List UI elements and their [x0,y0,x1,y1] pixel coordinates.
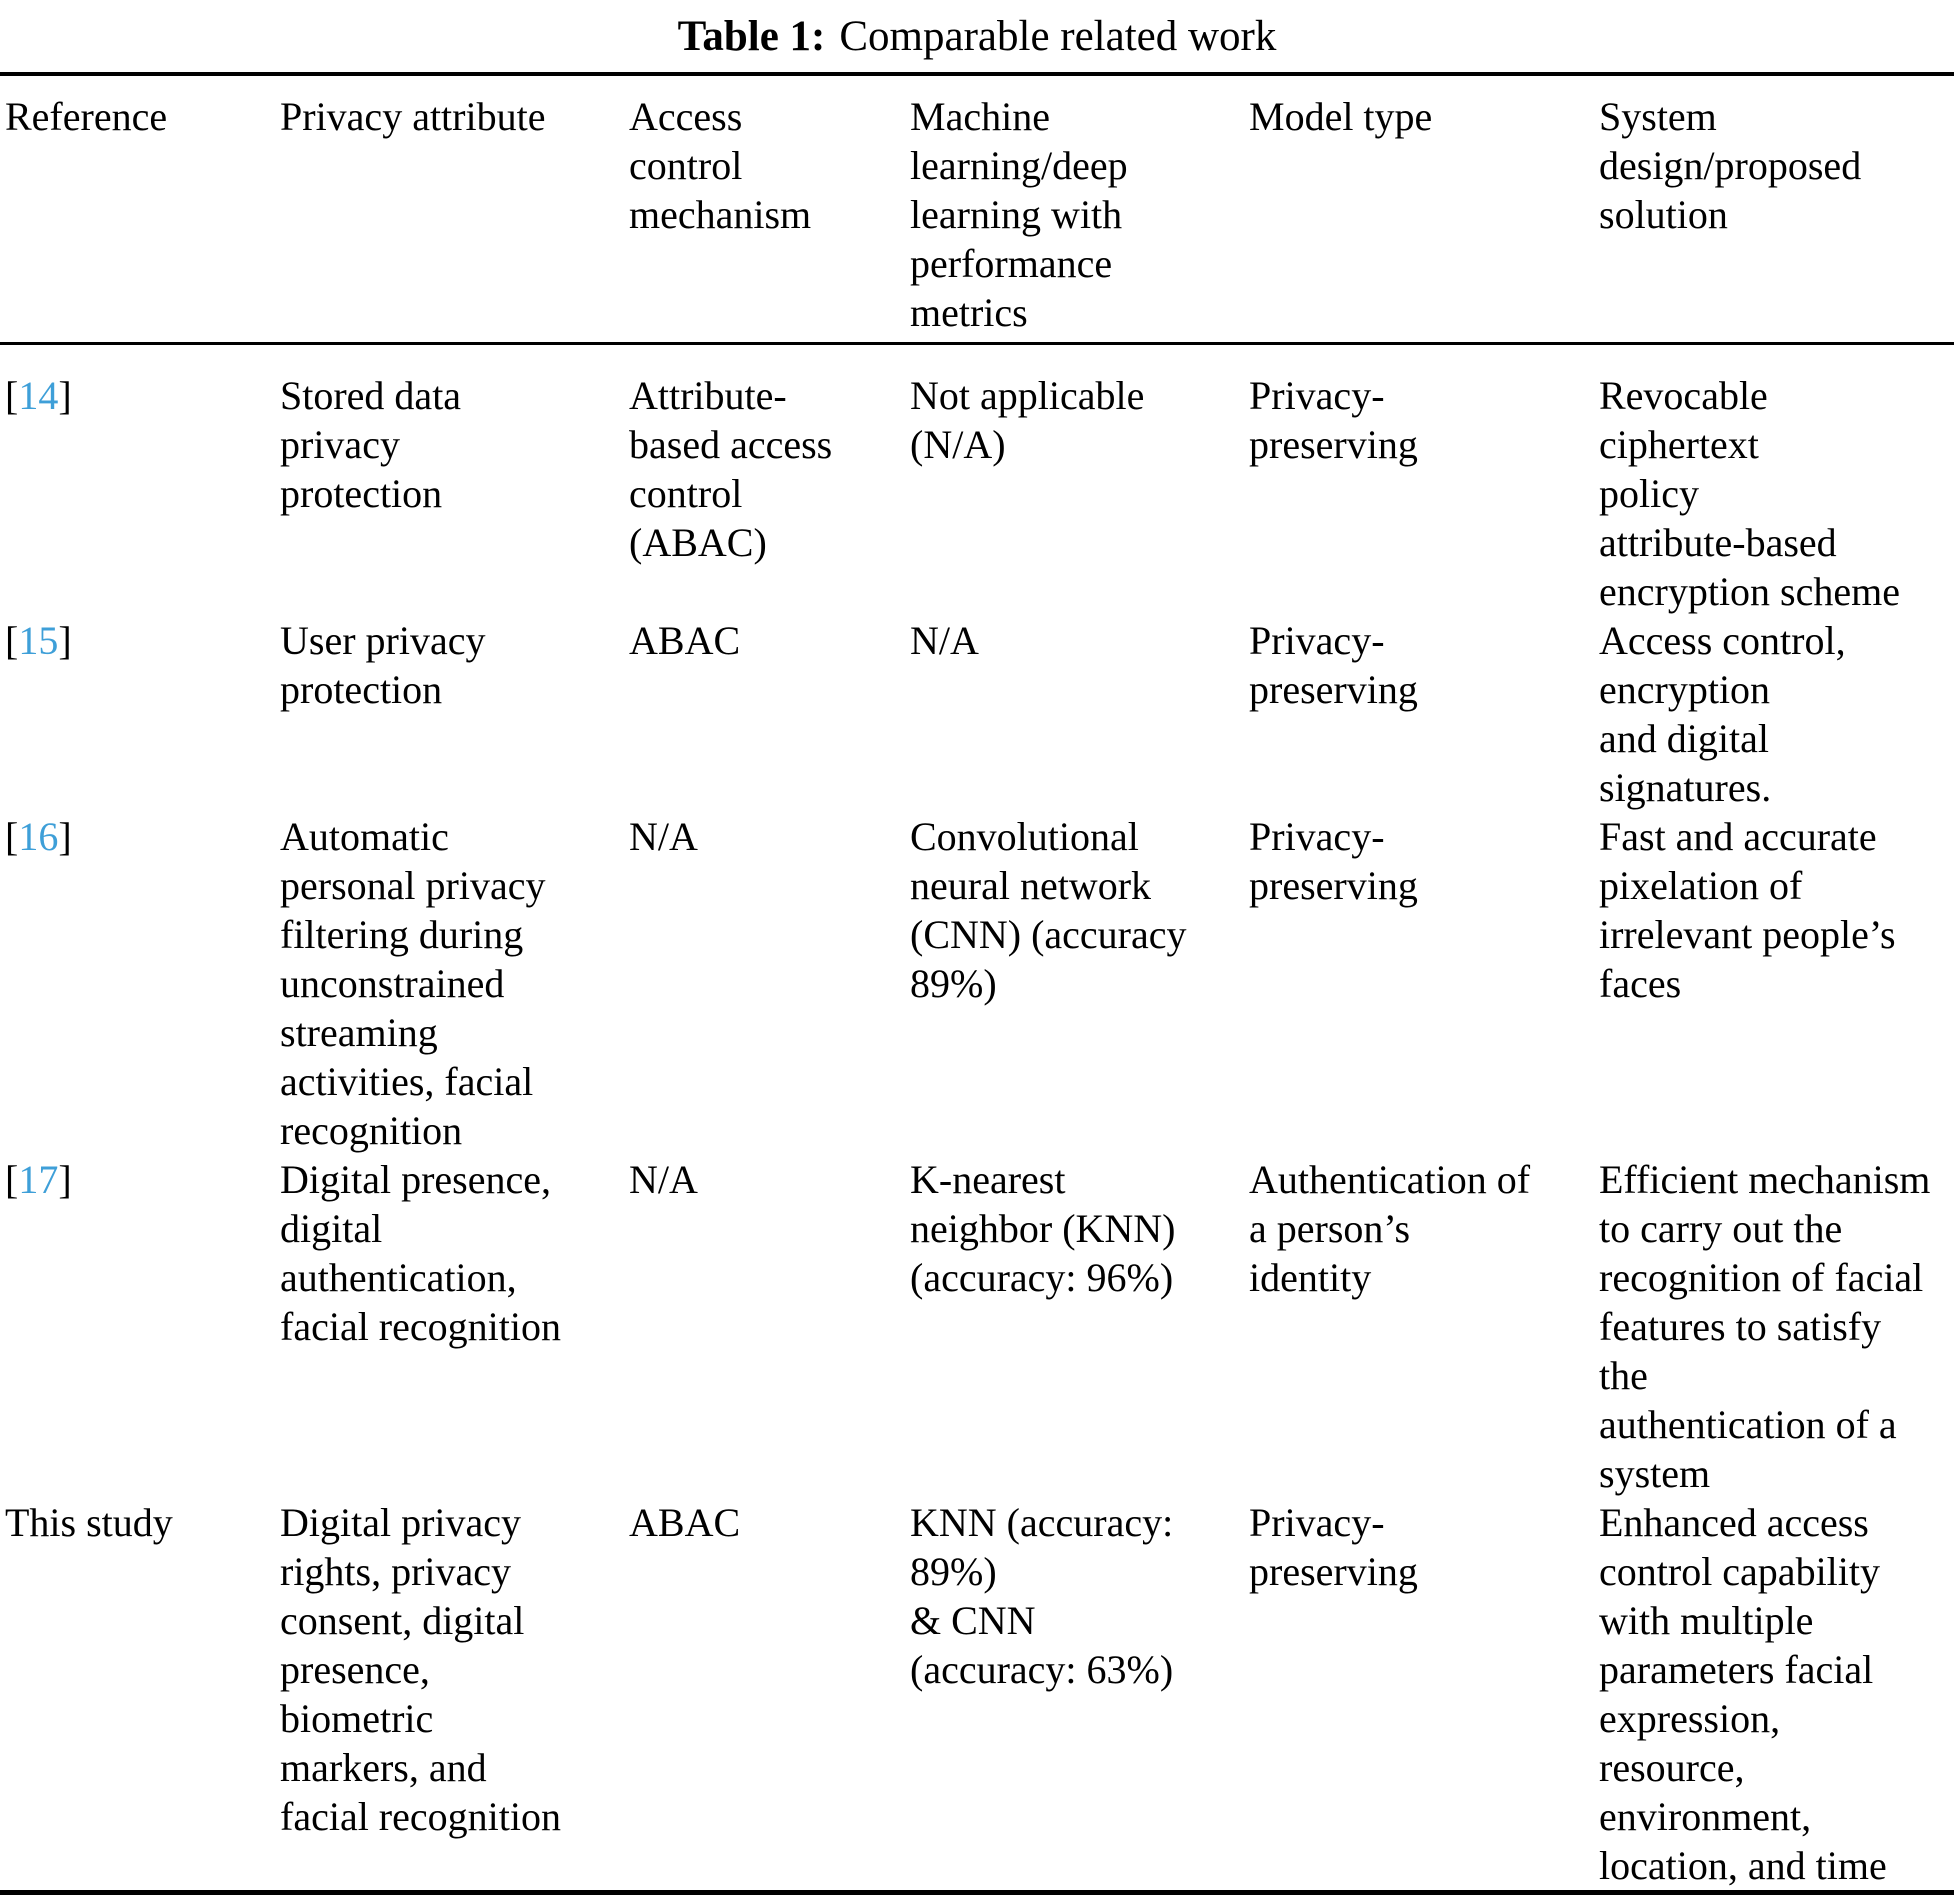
header-row: Reference Privacy attribute Access contr… [0,74,1954,345]
cell-access-control: N/A [629,814,698,859]
cell-privacy-attribute: Digital privacy rights, privacy consent,… [280,1500,561,1839]
table-row-ref14: [14] Stored data privacy protection Attr… [0,344,1954,617]
cell-model-type: Privacy- preserving [1249,1500,1418,1594]
cell-model-type: Privacy- preserving [1249,618,1418,712]
column-header-ml-dl: Machine learning/deep learning with perf… [910,74,1249,345]
table-caption-label: Table 1: [677,13,826,60]
cell-privacy-attribute: Stored data privacy protection [280,373,462,516]
cell-model-type: Authentication of a person’s identity [1249,1157,1531,1300]
ref-bracket-open: [ [5,373,19,418]
cell-reference: This study [0,1498,280,1893]
cell-ml-dl: KNN (accuracy: 89%) & CNN (accuracy: 63%… [910,1500,1174,1692]
cell-system-design: Efficient mechanism to carry out the rec… [1599,1157,1931,1496]
cell-system-design: Fast and accurate pixelation of irreleva… [1599,814,1896,1006]
cell-model-type: Privacy- preserving [1249,373,1418,467]
column-header-access-control: Access control mechanism [629,74,910,345]
related-work-table: Reference Privacy attribute Access contr… [0,72,1954,1895]
ref-bracket-close: ] [58,373,72,418]
cell-model-type: Privacy- preserving [1249,814,1418,908]
table-row-ref16: [16] Automatic personal privacy filterin… [0,812,1954,1155]
cell-access-control: Attribute- based access control (ABAC) [629,373,833,565]
cell-reference: [14] [0,344,280,617]
column-header-privacy-attribute: Privacy attribute [280,74,629,345]
cell-access-control: N/A [629,1157,698,1202]
table-row-this-study: This study Digital privacy rights, priva… [0,1498,1954,1893]
column-header-model-type: Model type [1249,74,1599,345]
cell-access-control: ABAC [629,1500,741,1545]
cell-ml-dl: Not applicable (N/A) [910,373,1145,467]
this-study-label: This study [5,1500,173,1545]
cell-ml-dl: Convolutional neural network (CNN) (accu… [910,814,1187,1006]
cell-system-design: Enhanced access control capability with … [1599,1500,1887,1888]
cell-ml-dl: K-nearest neighbor (KNN) (accuracy: 96%) [910,1157,1176,1300]
column-header-reference: Reference [0,74,280,345]
cell-privacy-attribute: Digital presence, digital authentication… [280,1157,561,1349]
cell-system-design: Access control, encryption and digital s… [1599,618,1846,810]
cell-reference: [16] [0,812,280,1155]
citation-link-14[interactable]: 14 [18,373,59,418]
cell-ml-dl: N/A [910,618,979,663]
citation-link-17[interactable]: 17 [18,1157,59,1202]
table-caption: Table 1: Comparable related work [0,0,1954,72]
cell-reference: [15] [0,616,280,812]
cell-privacy-attribute: User privacy protection [280,618,486,712]
cell-access-control: ABAC [629,618,741,663]
table-row-ref17: [17] Digital presence, digital authentic… [0,1155,1954,1498]
cell-reference: [17] [0,1155,280,1498]
ref-bracket-close: ] [58,1157,72,1202]
ref-bracket-open: [ [5,814,19,859]
column-header-system-design: System design/proposed solution [1599,74,1954,345]
cell-system-design: Revocable ciphertext policy attribute-ba… [1599,373,1900,614]
ref-bracket-open: [ [5,618,19,663]
cell-privacy-attribute: Automatic personal privacy filtering dur… [280,814,546,1153]
ref-bracket-open: [ [5,1157,19,1202]
citation-link-16[interactable]: 16 [18,814,59,859]
table-caption-text: Comparable related work [839,13,1277,60]
table-row-ref15: [15] User privacy protection ABAC N/A Pr… [0,616,1954,812]
ref-bracket-close: ] [58,618,72,663]
citation-link-15[interactable]: 15 [18,618,59,663]
ref-bracket-close: ] [58,814,72,859]
